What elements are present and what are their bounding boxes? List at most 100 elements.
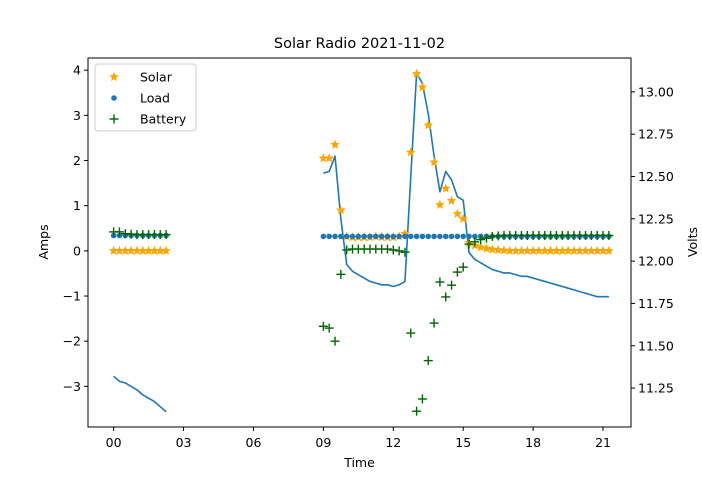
y2-tick-label: 13.00 <box>638 84 674 99</box>
y2-tick-label: 11.75 <box>638 296 674 311</box>
y-axis-right: 11.25 11.50 11.75 12.00 12.25 12.50 12.75 13.00 <box>631 84 674 396</box>
y2-tick-label: 12.00 <box>638 254 674 269</box>
battery-point <box>161 230 171 240</box>
battery-point <box>464 239 474 249</box>
legend-marker-solar <box>109 72 119 82</box>
solar-point <box>522 245 533 255</box>
solar-point <box>563 245 573 255</box>
battery-point <box>458 262 468 272</box>
volts-line <box>323 72 609 298</box>
y2-tick-label: 12.25 <box>638 211 674 226</box>
solar-point <box>487 244 498 254</box>
legend-label: Solar <box>140 70 173 85</box>
solar-point <box>458 213 468 223</box>
load-point <box>384 233 391 240</box>
battery-point <box>417 394 427 404</box>
load-point <box>437 233 443 240</box>
battery-point <box>324 323 334 333</box>
battery-point <box>388 245 398 255</box>
legend-item-solar: Solar <box>109 70 173 85</box>
solar-point <box>569 245 579 255</box>
solar-point <box>510 245 521 255</box>
x-axis-title: Time <box>343 455 375 470</box>
series-volts <box>113 72 609 413</box>
y-tick-label: −1 <box>63 289 81 304</box>
load-point <box>472 233 478 240</box>
solar-point <box>324 153 334 163</box>
solar-point <box>586 245 597 255</box>
solar-point <box>557 245 568 255</box>
x-tick-label: 03 <box>176 435 192 450</box>
solar-point <box>429 157 439 167</box>
solar-point <box>417 82 428 92</box>
battery-point <box>114 227 124 237</box>
volts-line <box>113 375 167 413</box>
y-tick-label: 3 <box>73 108 81 123</box>
plot-frame <box>87 57 632 428</box>
load-point <box>431 233 437 240</box>
battery-point <box>441 292 451 302</box>
solar-point <box>435 199 445 209</box>
battery-point <box>330 336 340 346</box>
solar-point <box>143 245 154 255</box>
solar-point <box>493 244 503 254</box>
y2-tick-label: 12.50 <box>638 169 674 184</box>
solar-point <box>149 245 160 255</box>
load-point <box>326 233 333 240</box>
solar-point <box>330 139 340 149</box>
battery-point <box>429 318 439 328</box>
battery-point <box>435 277 445 287</box>
y-axis-title: Amps <box>36 224 51 259</box>
y-tick-label: 0 <box>73 243 81 258</box>
load-point <box>338 233 344 240</box>
battery-point <box>336 269 346 279</box>
battery-point <box>342 245 352 255</box>
solar-point <box>108 245 119 255</box>
solar-point <box>318 153 329 163</box>
battery-point <box>423 356 433 366</box>
solar-point <box>120 245 131 255</box>
load-point <box>442 233 449 240</box>
solar-point <box>423 120 433 130</box>
load-point <box>413 233 420 240</box>
solar-point <box>336 205 346 215</box>
load-point <box>361 233 367 240</box>
battery-point <box>482 233 492 243</box>
y-axis-left: −3 −2 −1 0 1 2 3 4 <box>63 63 88 394</box>
solar-point <box>481 243 492 253</box>
battery-point <box>400 247 410 257</box>
y-tick-label: −3 <box>63 379 81 394</box>
x-axis: 00 03 06 09 12 15 18 21 <box>106 427 611 450</box>
legend-marker-battery <box>109 114 119 124</box>
load-point <box>425 233 432 240</box>
legend-marker-load <box>111 95 117 101</box>
solar-point <box>138 245 148 255</box>
solar-point <box>540 245 550 255</box>
battery-point <box>447 280 457 290</box>
load-point <box>466 233 472 240</box>
load-point <box>448 233 455 240</box>
solar-point <box>551 245 562 255</box>
load-point <box>373 233 379 240</box>
battery-point <box>318 321 328 331</box>
solar-point <box>452 208 463 218</box>
load-point <box>378 233 385 240</box>
y-tick-label: 2 <box>73 153 81 168</box>
x-tick-label: 06 <box>246 435 262 450</box>
solar-point <box>598 245 608 255</box>
solar-point <box>475 242 486 252</box>
y-tick-label: −2 <box>63 334 81 349</box>
plot-marks <box>108 68 614 416</box>
solar-point <box>505 245 515 255</box>
solar-point <box>499 245 509 255</box>
load-point <box>355 233 362 240</box>
y-tick-label: 1 <box>73 198 81 213</box>
load-point <box>332 233 338 240</box>
load-point <box>396 233 402 240</box>
solar-point <box>411 68 422 78</box>
solar-point <box>528 245 538 255</box>
battery-point <box>476 235 486 245</box>
y2-axis-title: Volts <box>685 227 700 257</box>
load-point <box>320 233 327 240</box>
